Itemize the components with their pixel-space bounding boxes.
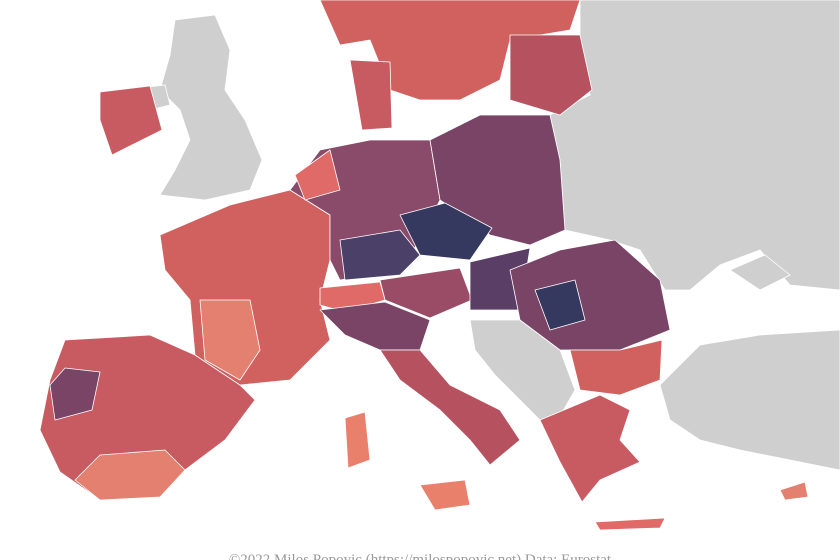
cyprus bbox=[779, 481, 809, 501]
sardinia bbox=[344, 411, 371, 469]
bavaria bbox=[339, 229, 421, 281]
uk bbox=[159, 14, 263, 201]
caption: ©2022 Milos Popovic (https://milospopovi… bbox=[229, 552, 612, 560]
italy bbox=[379, 349, 521, 466]
non-eu-areas bbox=[139, 0, 840, 471]
france-southwest bbox=[199, 299, 261, 381]
portugal-north bbox=[49, 367, 101, 421]
sicily bbox=[419, 479, 471, 511]
greece bbox=[539, 394, 641, 503]
crimea bbox=[729, 254, 791, 291]
bulgaria bbox=[569, 339, 663, 396]
netherlands bbox=[294, 149, 341, 201]
ireland bbox=[99, 85, 163, 156]
baltics bbox=[509, 34, 593, 116]
denmark bbox=[349, 59, 393, 131]
andalusia bbox=[74, 449, 186, 501]
czechia bbox=[399, 202, 493, 261]
eu-regions bbox=[39, 0, 809, 531]
transylvania bbox=[534, 279, 586, 331]
crete bbox=[594, 517, 666, 531]
turkey bbox=[659, 329, 840, 471]
